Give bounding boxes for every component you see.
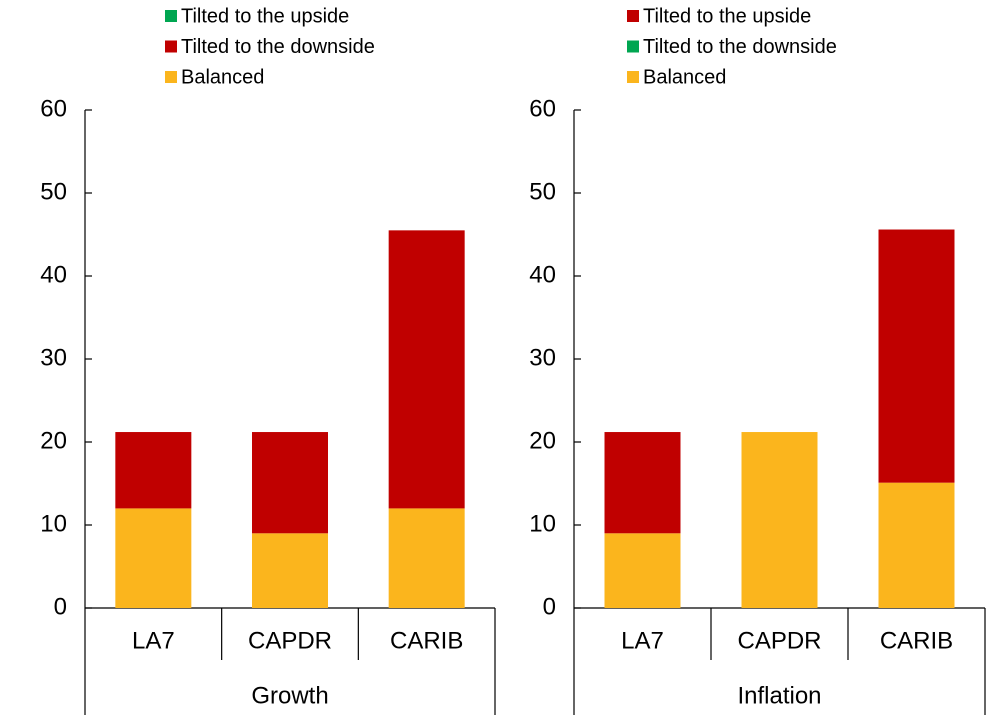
- bar-segment: [115, 432, 192, 509]
- bar-segment: [388, 230, 465, 509]
- legend-swatch: [165, 40, 177, 53]
- x-axis-label: Inflation: [737, 682, 821, 709]
- y-tick-label: 10: [529, 510, 556, 537]
- x-tick-label: CAPDR: [737, 627, 821, 654]
- y-tick-label: 50: [529, 178, 556, 205]
- y-tick-label: 20: [529, 427, 556, 454]
- y-tick-label: 60: [40, 95, 67, 122]
- y-tick-label: 30: [529, 344, 556, 371]
- bar-segment: [115, 508, 192, 608]
- x-tick-label: CARIB: [390, 627, 463, 654]
- y-tick-label: 10: [40, 510, 67, 537]
- x-axis-label: Growth: [251, 682, 328, 709]
- legend-label: Tilted to the downside: [181, 36, 375, 58]
- x-tick-label: LA7: [621, 627, 664, 654]
- y-tick-label: 60: [529, 95, 556, 122]
- legend-swatch: [627, 40, 639, 53]
- x-tick-label: CAPDR: [248, 627, 332, 654]
- bar-segment: [252, 432, 328, 534]
- y-tick-label: 40: [40, 261, 67, 288]
- y-tick-label: 0: [543, 593, 556, 620]
- bar-segment: [604, 533, 681, 608]
- legend-label: Balanced: [181, 66, 264, 88]
- bar-segment: [878, 229, 955, 483]
- legend-label: Tilted to the downside: [643, 36, 837, 58]
- legend-swatch: [165, 71, 177, 83]
- y-tick-label: 30: [40, 344, 67, 371]
- y-tick-label: 20: [40, 427, 67, 454]
- legend-swatch: [627, 71, 639, 83]
- y-tick-label: 0: [54, 593, 67, 620]
- x-tick-label: CARIB: [880, 627, 953, 654]
- bar-segment: [741, 432, 818, 608]
- legend-label: Tilted to the upside: [643, 5, 811, 27]
- bar-segment: [252, 533, 328, 608]
- legend-swatch: [627, 10, 639, 22]
- bar-segment: [388, 508, 465, 608]
- legend-label: Tilted to the upside: [181, 5, 349, 27]
- x-tick-label: LA7: [132, 627, 175, 654]
- bar-segment: [604, 432, 681, 534]
- legend-swatch: [165, 10, 177, 22]
- y-tick-label: 40: [529, 261, 556, 288]
- bar-segment: [878, 482, 955, 608]
- y-tick-label: 50: [40, 178, 67, 205]
- legend-label: Balanced: [643, 66, 726, 88]
